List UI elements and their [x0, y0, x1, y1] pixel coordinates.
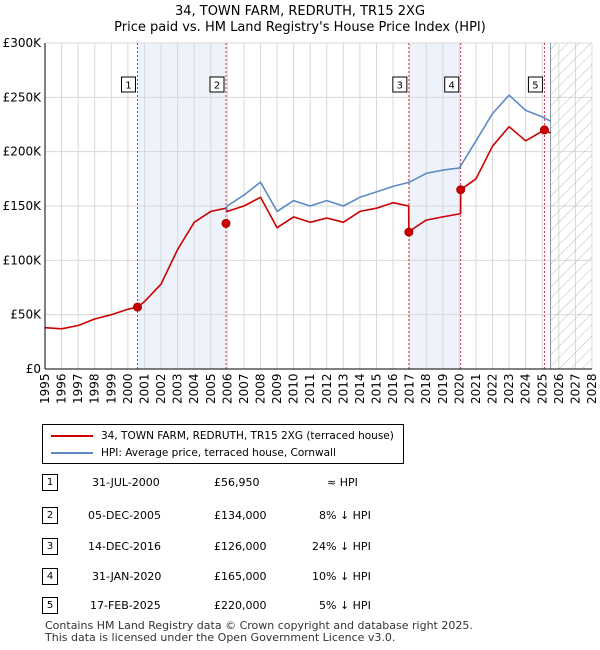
sale-hpi-diff: 5% ↓ HPI	[319, 599, 371, 612]
future-hatch	[550, 43, 592, 369]
sale-date: 17-FEB-2025	[90, 599, 161, 612]
x-tick-label: 2020	[452, 373, 466, 404]
x-tick-label: 2021	[469, 373, 483, 404]
sale-price: £220,000	[214, 599, 267, 612]
sale-label-number: 5	[532, 81, 538, 92]
footer-copyright: Contains HM Land Registry data © Crown c…	[45, 619, 473, 632]
sale-label-box	[392, 76, 408, 93]
sale-marker	[132, 302, 142, 312]
sale-date: 14-DEC-2016	[88, 540, 162, 553]
y-tick-label: £300K	[3, 36, 43, 50]
sale-label-box	[120, 76, 136, 93]
footer-license: This data is licensed under the Open Gov…	[45, 631, 396, 644]
chart-title: 34, TOWN FARM, REDRUTH, TR15 2XG	[175, 4, 425, 19]
x-tick-label: 2014	[353, 373, 367, 404]
property-price-line	[44, 125, 551, 330]
sale-marker	[404, 227, 414, 237]
x-tick-label: 2022	[486, 373, 500, 404]
x-tick-label: 2005	[204, 373, 218, 404]
x-tick-label: 2006	[220, 373, 234, 404]
x-tick-label: 2013	[336, 373, 350, 404]
sale-date: 31-JAN-2020	[92, 570, 162, 583]
chart-subtitle: Price paid vs. HM Land Registry's House …	[114, 20, 486, 35]
sale-label-number: 4	[449, 81, 455, 92]
sale-marker	[539, 125, 549, 135]
x-tick-label: 2026	[552, 373, 566, 404]
sale-hpi-diff: 24% ↓ HPI	[312, 540, 371, 553]
y-tick-label: £0	[26, 362, 41, 376]
legend: 34, TOWN FARM, REDRUTH, TR15 2XG (terrac…	[42, 424, 404, 464]
sale-number-badge: 2	[42, 507, 58, 524]
x-tick-label: 1996	[55, 373, 69, 404]
legend-swatch-property	[51, 435, 93, 437]
x-tick-label: 2000	[121, 373, 135, 404]
sale-hpi-diff: 8% ↓ HPI	[319, 509, 371, 522]
x-tick-label: 2024	[519, 373, 533, 404]
x-tick-label: 2002	[154, 373, 168, 404]
x-tick-label: 2010	[287, 373, 301, 404]
x-tick-label: 2001	[137, 373, 151, 404]
x-tick-label: 2011	[303, 373, 317, 404]
legend-swatch-hpi	[51, 452, 93, 454]
sale-number-badge: 1	[42, 474, 58, 491]
x-tick-label: 2019	[436, 373, 450, 404]
sale-date: 31-JUL-2000	[92, 476, 160, 489]
x-tick-label: 2016	[386, 373, 400, 404]
sale-number-badge: 5	[42, 597, 58, 614]
sale-hpi-diff: 10% ↓ HPI	[312, 570, 371, 583]
sale-marker	[456, 185, 466, 195]
sale-marker	[221, 218, 231, 228]
x-tick-label: 1999	[104, 373, 118, 404]
sale-date: 05-DEC-2005	[88, 509, 162, 522]
x-tick-label: 1997	[71, 373, 85, 404]
x-tick-label: 2017	[403, 373, 417, 404]
y-tick-label: £150K	[3, 199, 43, 213]
x-tick-label: 2003	[171, 373, 185, 404]
sale-number-badge: 3	[42, 538, 58, 555]
x-tick-label: 2009	[270, 373, 284, 404]
x-tick-label: 2007	[237, 373, 251, 404]
sale-label-number: 3	[397, 81, 403, 92]
sale-price: £126,000	[214, 540, 267, 553]
sale-price: £165,000	[214, 570, 267, 583]
sale-label-box	[527, 76, 543, 93]
x-tick-label: 1995	[38, 373, 52, 404]
y-tick-label: £50K	[10, 308, 42, 322]
sale-label-number: 2	[214, 81, 220, 92]
x-tick-label: 2028	[585, 373, 599, 404]
legend-label-hpi: HPI: Average price, terraced house, Corn…	[101, 447, 336, 459]
x-tick-label: 2004	[187, 373, 201, 404]
sale-label-box	[209, 76, 225, 93]
sale-price: £56,950	[214, 476, 260, 489]
x-tick-label: 2023	[502, 373, 516, 404]
x-tick-label: 2018	[419, 373, 433, 404]
y-tick-label: £100K	[3, 253, 43, 267]
sale-hpi-diff: ≈ HPI	[327, 476, 358, 489]
sale-label-box	[444, 76, 460, 93]
footer: Contains HM Land Registry data © Crown c…	[45, 620, 473, 644]
x-tick-label: 2012	[320, 373, 334, 404]
sale-number-badge: 4	[42, 568, 58, 585]
x-tick-label: 2015	[370, 373, 384, 404]
legend-label-property: 34, TOWN FARM, REDRUTH, TR15 2XG (terrac…	[101, 430, 394, 442]
x-tick-label: 2025	[535, 373, 549, 404]
y-tick-label: £200K	[3, 145, 43, 159]
x-tick-label: 1998	[88, 373, 102, 404]
sale-price: £134,000	[214, 509, 267, 522]
hpi-line	[225, 94, 551, 213]
sale-label-number: 1	[125, 81, 131, 92]
x-tick-label: 2027	[568, 373, 582, 404]
x-tick-label: 2008	[253, 373, 267, 404]
y-tick-label: £250K	[3, 90, 43, 104]
